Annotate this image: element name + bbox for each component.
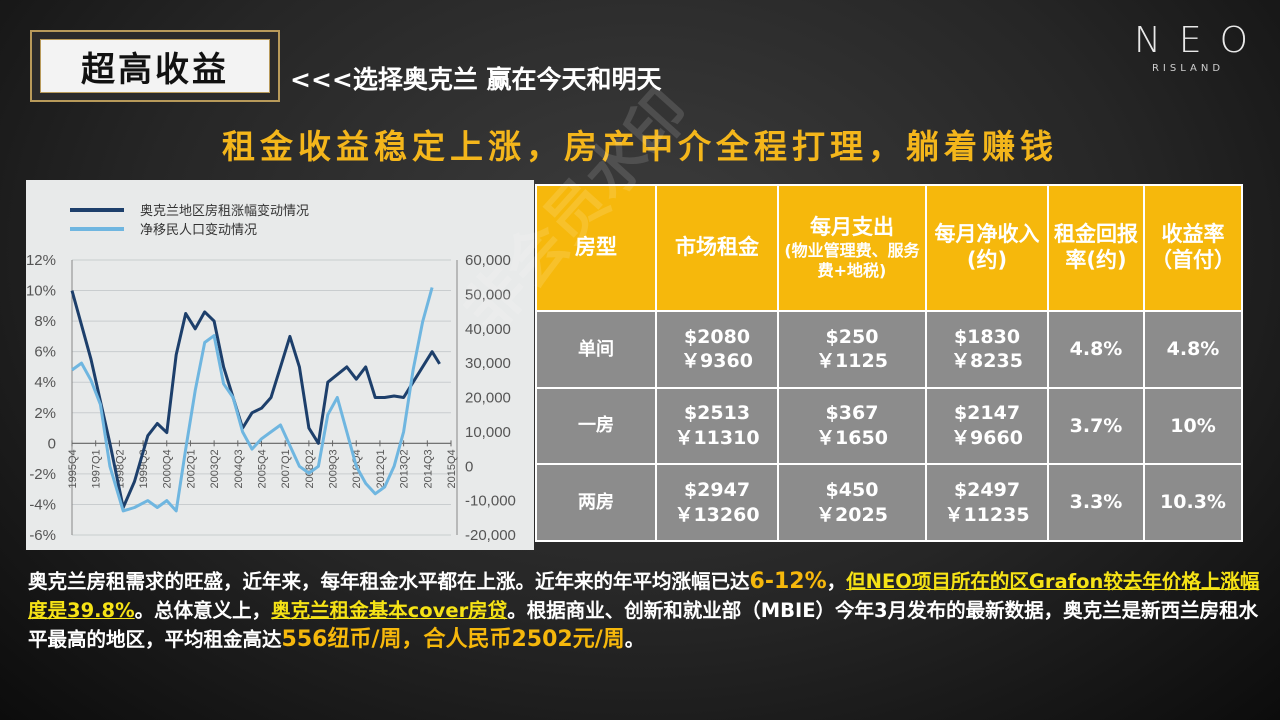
row-rental-yield: 3.3% (1047, 463, 1145, 542)
left-tick-label: 6% (34, 344, 56, 361)
logo-sub-text: RISLAND (1151, 63, 1225, 74)
table-row: 一房 $2513 ￥11310 $367 ￥1650 $2147 ￥9660 3.7%… (535, 386, 1243, 466)
table-row: 单间 $2080 ￥9360 $250 ￥1125 $1830 ￥8235 4.8% … (535, 310, 1243, 389)
para-text: 。 (624, 628, 645, 651)
row-net-income: $2497 ￥11235 (925, 463, 1049, 542)
rent-migration-chart: 12% 10% 8% 6% 4% 2% 0 -2% -4% -6% 60,000 50,000 40,0… (26, 180, 534, 550)
header-net-income: 每月净收入(约) (925, 184, 1049, 312)
x-tick-label: 2008Q2 (304, 449, 316, 488)
series-line-2 (71, 287, 434, 513)
x-tick-label: 2007Q1 (280, 449, 292, 488)
x-tick-label: 2000Q4 (162, 449, 174, 488)
right-tick-label: 60,000 (465, 252, 511, 269)
header-return-rate: 收益率（首付） (1143, 184, 1243, 312)
row-market-rent: $2947 ￥13260 (655, 463, 779, 542)
header-monthly-cost-main: 每月支出 (810, 215, 894, 240)
header-rental-yield: 租金回报率(约) (1047, 184, 1145, 312)
para-text: 。总体意义上， (134, 599, 272, 622)
para-text: ， (826, 570, 847, 593)
table-row: 两房 $2947 ￥13260 $450 ￥2025 $2497 ￥11235 3.3… (535, 463, 1243, 542)
para-highlight-growth: 6-12% (749, 569, 827, 594)
row-monthly-cost: $250 ￥1125 (777, 310, 927, 389)
row-net-income: $2147 ￥9660 (925, 386, 1049, 466)
rent-table: 房型 市场租金 每月支出 (物业管理费、服务费+地税) 每月净收入(约) 租金回… (535, 184, 1243, 542)
title-inner: 超高收益 (40, 39, 270, 93)
row-rental-yield: 4.8% (1047, 310, 1145, 389)
right-tick-label: -20,000 (465, 527, 516, 544)
header-room-type: 房型 (535, 184, 657, 312)
headline: 租金收益稳定上涨，房产中介全程打理，躺着赚钱 (222, 127, 1058, 166)
row-room-type: 单间 (535, 310, 657, 389)
title-frame: 超高收益 (30, 30, 280, 102)
logo-main-text: NEO (1134, 20, 1267, 61)
para-highlight-avg-rent: 556纽币/周，合人民币2502元/周 (281, 627, 625, 652)
x-tick-label: 2012Q1 (375, 449, 387, 488)
x-tick-label: 1999Q3 (138, 449, 150, 488)
x-tick-label: 1997Q1 (91, 449, 103, 488)
left-tick-label: 8% (34, 313, 56, 330)
page-title: 超高收益 (81, 49, 229, 90)
row-return-rate: 4.8% (1143, 310, 1243, 389)
left-tick-label: -6% (29, 527, 56, 544)
row-market-rent: $2513 ￥11310 (655, 386, 779, 466)
right-tick-label: 0 (465, 458, 473, 475)
header-subtitle: <<<选择奥克兰 赢在今天和明天 (290, 65, 662, 94)
neo-logo: NEO RISLAND (1118, 20, 1258, 74)
para-highlight-grafon: 但NEO项目所在的区Grafon较去年价格上涨幅度是39.8% (28, 570, 1260, 622)
x-tick-label: 2003Q2 (209, 449, 221, 488)
right-tick-label: 30,000 (465, 355, 511, 372)
description-paragraph: 奥克兰房租需求的旺盛，近年来，每年租金水平都在上涨。近年来的年平均涨幅已达6-1… (28, 567, 1268, 654)
right-tick-label: 50,000 (465, 286, 511, 303)
legend-label-2: 净移民人口变动情况 (140, 222, 257, 238)
header-monthly-cost: 每月支出 (物业管理费、服务费+地税) (777, 184, 927, 312)
left-tick-label: -4% (29, 496, 56, 513)
series-line-1 (70, 290, 441, 509)
legend-label-1: 奥克兰地区房租涨幅变动情况 (140, 203, 309, 219)
header-monthly-cost-sub: (物业管理费、服务费+地税) (784, 240, 920, 280)
row-monthly-cost: $450 ￥2025 (777, 463, 927, 542)
row-rental-yield: 3.7% (1047, 386, 1145, 466)
right-tick-label: 10,000 (465, 424, 511, 441)
row-return-rate: 10% (1143, 386, 1243, 466)
row-room-type: 两房 (535, 463, 657, 542)
x-tick-label: 2004Q3 (233, 449, 245, 488)
x-tick-label: 2002Q1 (185, 449, 197, 488)
left-tick-label: 12% (26, 252, 56, 269)
right-tick-label: -10,000 (465, 493, 516, 510)
row-monthly-cost: $367 ￥1650 (777, 386, 927, 466)
left-tick-label: 2% (34, 405, 56, 422)
x-tick-label: 2005Q4 (257, 449, 269, 488)
left-tick-label: 10% (26, 283, 56, 300)
para-text: 奥克兰房租需求的旺盛，近年来，每年租金水平都在上涨。近年来的年平均涨幅已达 (28, 570, 750, 593)
left-tick-label: 0 (48, 435, 56, 452)
x-tick-label: 1995Q4 (67, 449, 79, 488)
row-room-type: 一房 (535, 386, 657, 466)
left-tick-label: 4% (34, 374, 56, 391)
header-market-rent: 市场租金 (655, 184, 779, 312)
para-text: 。根据商业、创新和就业部（MBIE）今年3月发布的最新数据，奥克兰是新西兰房租水… (28, 599, 1259, 651)
row-net-income: $1830 ￥8235 (925, 310, 1049, 389)
table-header-row: 房型 市场租金 每月支出 (物业管理费、服务费+地税) 每月净收入(约) 租金回… (535, 184, 1243, 312)
row-market-rent: $2080 ￥9360 (655, 310, 779, 389)
x-tick-label: 2014Q3 (422, 449, 434, 488)
x-tick-label: 2009Q3 (328, 449, 340, 488)
right-tick-label: 20,000 (465, 390, 511, 407)
left-tick-label: -2% (29, 466, 56, 483)
para-highlight-cover: 奥克兰租金基本cover房贷 (271, 599, 508, 622)
right-tick-label: 40,000 (465, 321, 511, 338)
x-tick-label: 2013Q2 (399, 449, 411, 488)
x-tick-label: 2015Q4 (446, 449, 458, 488)
row-return-rate: 10.3% (1143, 463, 1243, 542)
chart-svg: 12% 10% 8% 6% 4% 2% 0 -2% -4% -6% 60,000 50,000 40,0… (26, 203, 516, 544)
